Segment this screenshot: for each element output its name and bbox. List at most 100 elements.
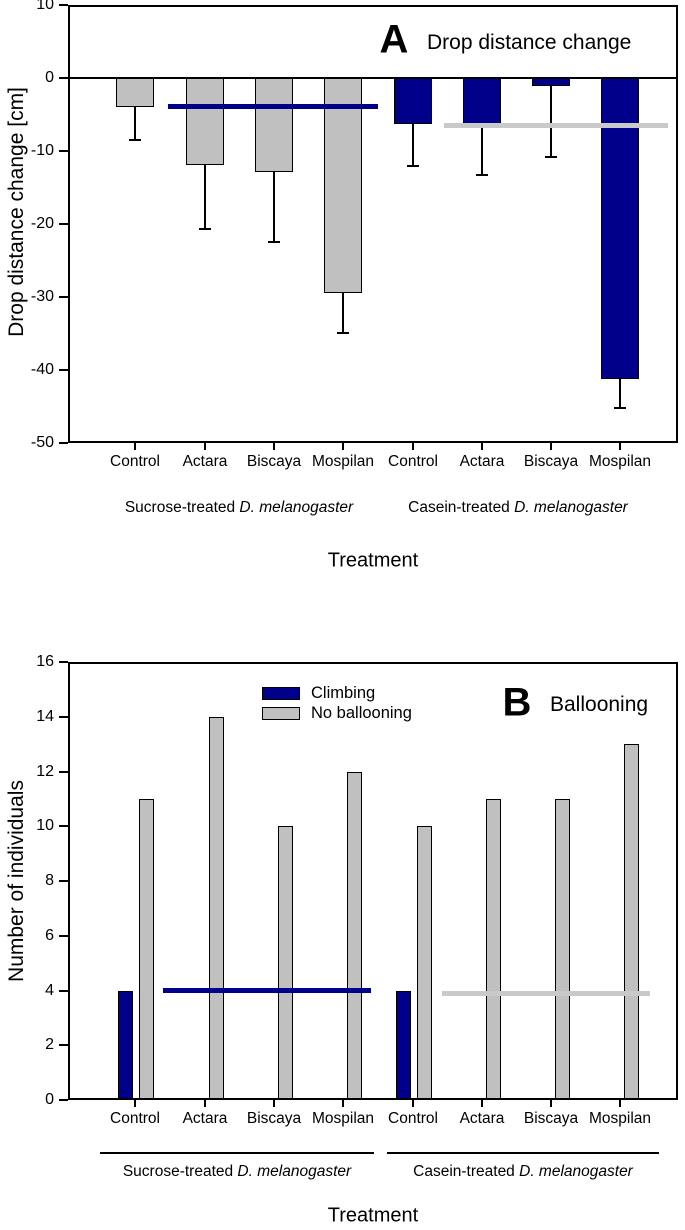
- error-bar-whisker: [204, 164, 206, 230]
- error-bar-cap: [129, 139, 141, 142]
- bar: [116, 78, 154, 108]
- y-tick-label: -20: [30, 215, 54, 232]
- x-category-label: Mospilan: [311, 1110, 375, 1127]
- panel-a-group-label-casein: Casein-treated D. melanogaster: [408, 499, 628, 517]
- y-tick: [59, 442, 68, 444]
- y-tick-label: -10: [30, 142, 54, 159]
- panel-a-letter: A: [379, 17, 409, 62]
- panel-b-group-label-casein: Casein-treated D. melanogaster: [413, 1163, 633, 1181]
- error-bar-cap: [337, 331, 349, 334]
- x-category-label: Actara: [182, 1110, 228, 1127]
- x-category-label: Biscaya: [523, 453, 579, 470]
- plot-frame: [68, 662, 678, 1100]
- y-tick: [59, 880, 68, 882]
- error-bar-whisker: [342, 293, 344, 333]
- error-bar-cap: [614, 406, 626, 409]
- panel-b-letter: B: [502, 680, 532, 725]
- error-bar-cap: [268, 240, 280, 243]
- y-tick-label: -30: [30, 288, 54, 305]
- group-prefix: Casein-treated: [413, 1163, 515, 1180]
- reference-line: [444, 122, 668, 128]
- y-tick: [59, 770, 68, 773]
- y-tick: [59, 989, 68, 992]
- no-ballooning-swatch-icon: [262, 706, 300, 720]
- x-tick: [134, 443, 136, 450]
- error-bar-whisker: [412, 123, 414, 167]
- y-tick: [59, 296, 68, 298]
- y-tick: [59, 661, 68, 663]
- x-tick: [481, 1100, 483, 1107]
- x-category-label: Control: [388, 1110, 438, 1127]
- x-tick: [550, 1100, 552, 1107]
- panel-b-x-axis-title: Treatment: [327, 1204, 419, 1227]
- x-tick: [204, 1100, 206, 1107]
- y-tick-label: -50: [30, 434, 54, 451]
- legend-row-climbing: Climbing: [262, 683, 412, 702]
- group-prefix: Sucrose-treated: [124, 499, 236, 516]
- x-category-label: Actara: [459, 1110, 505, 1127]
- error-bar-whisker: [619, 379, 621, 408]
- y-tick-label: 4: [45, 981, 54, 999]
- group-species: D. melanogaster: [519, 1163, 633, 1180]
- x-tick: [550, 443, 552, 450]
- x-tick: [273, 1100, 275, 1107]
- panel-b-group-label-sucrose: Sucrose-treated D. melanogaster: [123, 1163, 351, 1181]
- climbing-swatch-icon: [262, 686, 300, 700]
- bar: [394, 78, 432, 124]
- error-bar-cap: [545, 155, 557, 158]
- y-tick-label: 0: [45, 1091, 54, 1108]
- panel-a-group-label-sucrose: Sucrose-treated D. melanogaster: [125, 499, 353, 517]
- y-tick-label: 6: [45, 926, 54, 944]
- x-tick: [134, 1100, 136, 1107]
- x-category-label: Biscaya: [246, 1110, 302, 1127]
- x-tick: [273, 443, 275, 450]
- x-tick: [619, 1100, 621, 1107]
- x-category-label: Biscaya: [246, 453, 302, 470]
- group-prefix: Sucrose-treated: [122, 1163, 234, 1180]
- reference-line: [168, 103, 378, 109]
- bar: [255, 78, 293, 173]
- y-tick-label: 14: [36, 707, 54, 725]
- error-bar-whisker: [550, 86, 552, 157]
- x-category-label: Mospilan: [588, 453, 652, 470]
- panel-b-title: Ballooning: [550, 693, 649, 716]
- y-tick-label: -40: [30, 361, 54, 378]
- y-tick: [59, 77, 68, 79]
- x-category-label: Mospilan: [588, 1110, 652, 1127]
- group-prefix: Casein-treated: [408, 499, 510, 516]
- legend: Climbing No ballooning: [262, 683, 412, 722]
- x-tick: [619, 443, 621, 450]
- y-tick: [59, 825, 68, 828]
- y-tick-label: 10: [36, 817, 54, 835]
- x-category-label: Actara: [182, 453, 228, 470]
- error-bar-whisker: [134, 107, 136, 141]
- y-tick-label: 8: [45, 872, 54, 889]
- panel-b-group-rule-casein: [387, 1152, 659, 1154]
- group-species: D. melanogaster: [237, 1163, 352, 1180]
- x-tick: [204, 443, 206, 450]
- x-category-label: Control: [110, 453, 160, 470]
- y-tick: [59, 715, 68, 718]
- legend-label-climbing: Climbing: [311, 683, 376, 702]
- error-bar-whisker: [481, 124, 483, 176]
- x-category-label: Control: [110, 1110, 160, 1127]
- zero-line: [68, 77, 678, 79]
- bar: [186, 78, 224, 165]
- error-bar-cap: [199, 228, 211, 231]
- x-tick: [342, 1100, 344, 1107]
- y-tick: [59, 934, 68, 937]
- panel-b-group-rule-sucrose: [100, 1152, 374, 1154]
- y-tick-label: 16: [36, 653, 54, 670]
- group-species: D. melanogaster: [239, 499, 354, 516]
- x-tick: [342, 443, 344, 450]
- x-tick: [412, 1100, 414, 1107]
- y-tick-label: 10: [36, 0, 54, 13]
- y-tick: [59, 150, 68, 152]
- y-tick: [59, 223, 68, 225]
- y-tick: [59, 369, 68, 371]
- x-category-label: Actara: [459, 453, 505, 470]
- x-tick: [481, 443, 483, 450]
- reference-line: [442, 990, 650, 996]
- plot-frame: [68, 5, 678, 443]
